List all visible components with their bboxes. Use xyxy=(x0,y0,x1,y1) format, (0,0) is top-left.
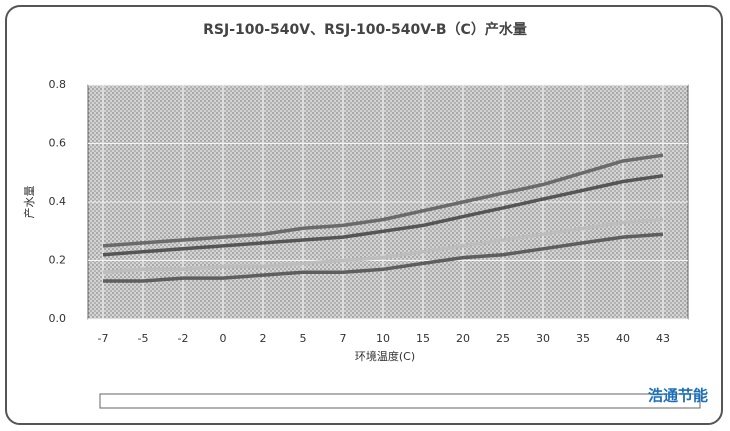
y-axis-label: 产水量 xyxy=(22,186,36,219)
series-line xyxy=(102,153,664,248)
x-tick-label: 30 xyxy=(536,332,550,345)
y-tick-label: 0.2 xyxy=(49,254,67,267)
x-tick-label: 15 xyxy=(416,332,430,345)
x-tick-label: 43 xyxy=(656,332,670,345)
x-tick-label: 25 xyxy=(496,332,510,345)
x-tick-label: 0 xyxy=(220,332,227,345)
x-tick-label: -5 xyxy=(138,332,149,345)
chart-title: RSJ-100-540V、RSJ-100-540V-B（C）产水量 xyxy=(203,21,527,38)
logo: 浩通节能 xyxy=(648,387,708,405)
y-tick-label: 0.0 xyxy=(49,312,67,325)
legend xyxy=(99,393,701,409)
x-tick-label: 40 xyxy=(616,332,630,345)
x-axis-label: 环境温度(C) xyxy=(355,349,415,363)
x-tick-label: 5 xyxy=(300,332,307,345)
y-tick-label: 0.6 xyxy=(49,137,67,150)
x-tick-label: 7 xyxy=(340,332,347,345)
x-tick-label: -7 xyxy=(98,332,109,345)
y-tick-label: 0.4 xyxy=(49,195,67,208)
x-tick-label: 35 xyxy=(576,332,590,345)
x-tick-label: -2 xyxy=(178,332,189,345)
series-line xyxy=(103,232,664,283)
series-line xyxy=(102,173,664,257)
series-line xyxy=(102,217,664,274)
x-tick-label: 2 xyxy=(260,332,267,345)
x-tick-label: 20 xyxy=(456,332,470,345)
y-tick-label: 0.8 xyxy=(49,78,67,91)
x-tick-label: 10 xyxy=(376,332,390,345)
